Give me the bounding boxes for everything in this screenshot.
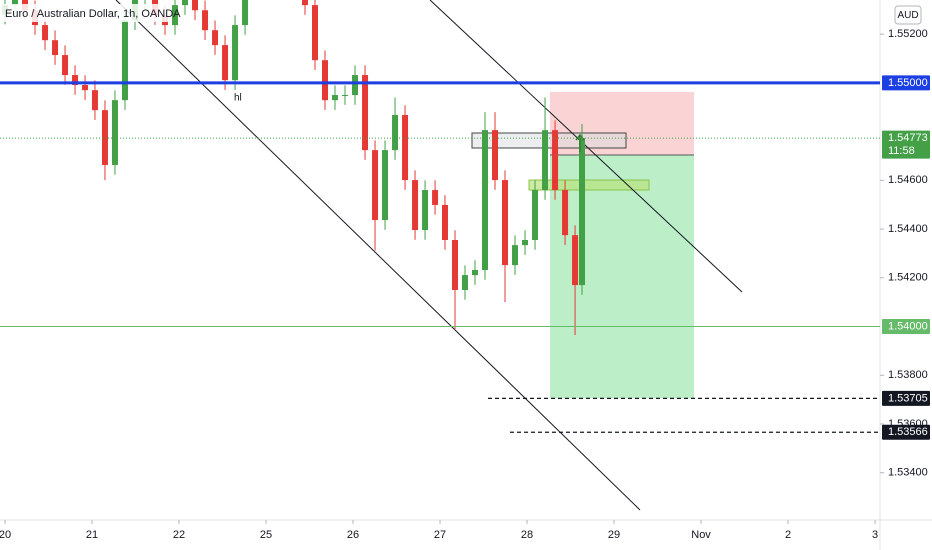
candle-body bbox=[202, 10, 209, 31]
candle-body bbox=[12, 0, 19, 6]
candle-body bbox=[572, 235, 579, 286]
price-label: 1.54773 bbox=[888, 132, 928, 144]
x-tick-label: 26 bbox=[347, 529, 359, 541]
price-label: 1.55000 bbox=[888, 77, 928, 89]
x-tick-label: 28 bbox=[521, 529, 533, 541]
candle-body bbox=[432, 190, 439, 205]
y-tick-label: 1.54200 bbox=[888, 272, 928, 284]
candle-body bbox=[522, 240, 529, 246]
price-label-bg bbox=[882, 390, 930, 406]
candle-body bbox=[62, 55, 69, 76]
y-tick-label: 1.53800 bbox=[888, 369, 928, 381]
x-tick-label: Nov bbox=[691, 529, 711, 541]
candle-body bbox=[322, 60, 329, 101]
candle-body bbox=[502, 180, 509, 266]
candle-body bbox=[192, 0, 199, 11]
candle-body bbox=[412, 180, 419, 231]
x-tick-label: 20 bbox=[0, 529, 11, 541]
candle-body bbox=[222, 45, 229, 81]
candle-body bbox=[542, 130, 549, 191]
y-tick-label: 1.54400 bbox=[888, 223, 928, 235]
candle-body bbox=[42, 25, 49, 41]
currency: AUD bbox=[897, 10, 918, 21]
candles bbox=[2, 0, 586, 336]
candle-body bbox=[212, 30, 219, 46]
y-tick-label: 1.55200 bbox=[888, 28, 928, 40]
title-bg bbox=[0, 4, 170, 22]
candle-body bbox=[101, 110, 108, 165]
candle-body bbox=[332, 95, 339, 101]
currency-box bbox=[894, 5, 922, 25]
candle-body bbox=[492, 130, 499, 181]
x-tick-label: 25 bbox=[260, 529, 272, 541]
candle-body bbox=[532, 190, 539, 241]
trend-line bbox=[115, 0, 641, 511]
price-label: 1.53566 bbox=[888, 426, 928, 438]
candle-body bbox=[301, 0, 308, 6]
candle-body bbox=[471, 269, 478, 276]
annotation: hl bbox=[234, 93, 242, 104]
price-label-bg bbox=[882, 75, 930, 91]
candle-body bbox=[72, 75, 79, 86]
candle-body bbox=[352, 75, 359, 96]
candle-body bbox=[392, 115, 399, 151]
candle-body bbox=[382, 150, 389, 221]
x-tick-label: 3 bbox=[872, 529, 878, 541]
y-tick-label: 1.53400 bbox=[888, 467, 928, 479]
trend-line bbox=[429, 0, 743, 293]
candle-body bbox=[82, 85, 89, 91]
candle-body bbox=[451, 240, 458, 290]
candle-body bbox=[512, 245, 519, 266]
candle-body bbox=[562, 190, 569, 236]
price-label-bg bbox=[882, 130, 930, 159]
candle-body bbox=[232, 25, 239, 81]
candle-body bbox=[242, 0, 249, 26]
candle-body bbox=[579, 138, 586, 286]
candle-body bbox=[121, 20, 128, 101]
candle-body bbox=[111, 100, 118, 165]
x-tick-label: 22 bbox=[173, 529, 185, 541]
candle-body bbox=[552, 130, 559, 191]
candle-body bbox=[342, 95, 349, 97]
candle-body bbox=[461, 275, 468, 290]
candle-body bbox=[372, 150, 379, 221]
candle-body bbox=[172, 5, 179, 26]
candle-body bbox=[91, 90, 98, 111]
price-sublabel: 11:58 bbox=[888, 145, 915, 157]
x-tick-label: 21 bbox=[86, 529, 98, 541]
price-label-bg bbox=[882, 319, 930, 335]
price-label: 1.54000 bbox=[888, 320, 928, 332]
candle-body bbox=[422, 190, 429, 231]
candle-body bbox=[362, 75, 369, 151]
x-tick-label: 2 bbox=[785, 529, 791, 541]
price-label: 1.53705 bbox=[888, 392, 928, 404]
zone-box bbox=[528, 179, 650, 191]
zone-box bbox=[471, 132, 627, 149]
candle-body bbox=[482, 130, 489, 270]
candle-body bbox=[52, 40, 59, 56]
candle-body bbox=[311, 5, 318, 61]
candle-body bbox=[182, 0, 189, 6]
y-tick-label: 1.54600 bbox=[888, 174, 928, 186]
drawings bbox=[115, 0, 743, 511]
chart-title: Euro / Australian Dollar, 1h, OANDA bbox=[5, 8, 181, 20]
price-label-bg bbox=[882, 424, 930, 440]
x-tick-label: 27 bbox=[434, 529, 446, 541]
target-zone bbox=[550, 155, 694, 398]
candle-body bbox=[402, 115, 409, 181]
x-tick-label: 29 bbox=[608, 529, 620, 541]
candle-body bbox=[441, 204, 448, 241]
